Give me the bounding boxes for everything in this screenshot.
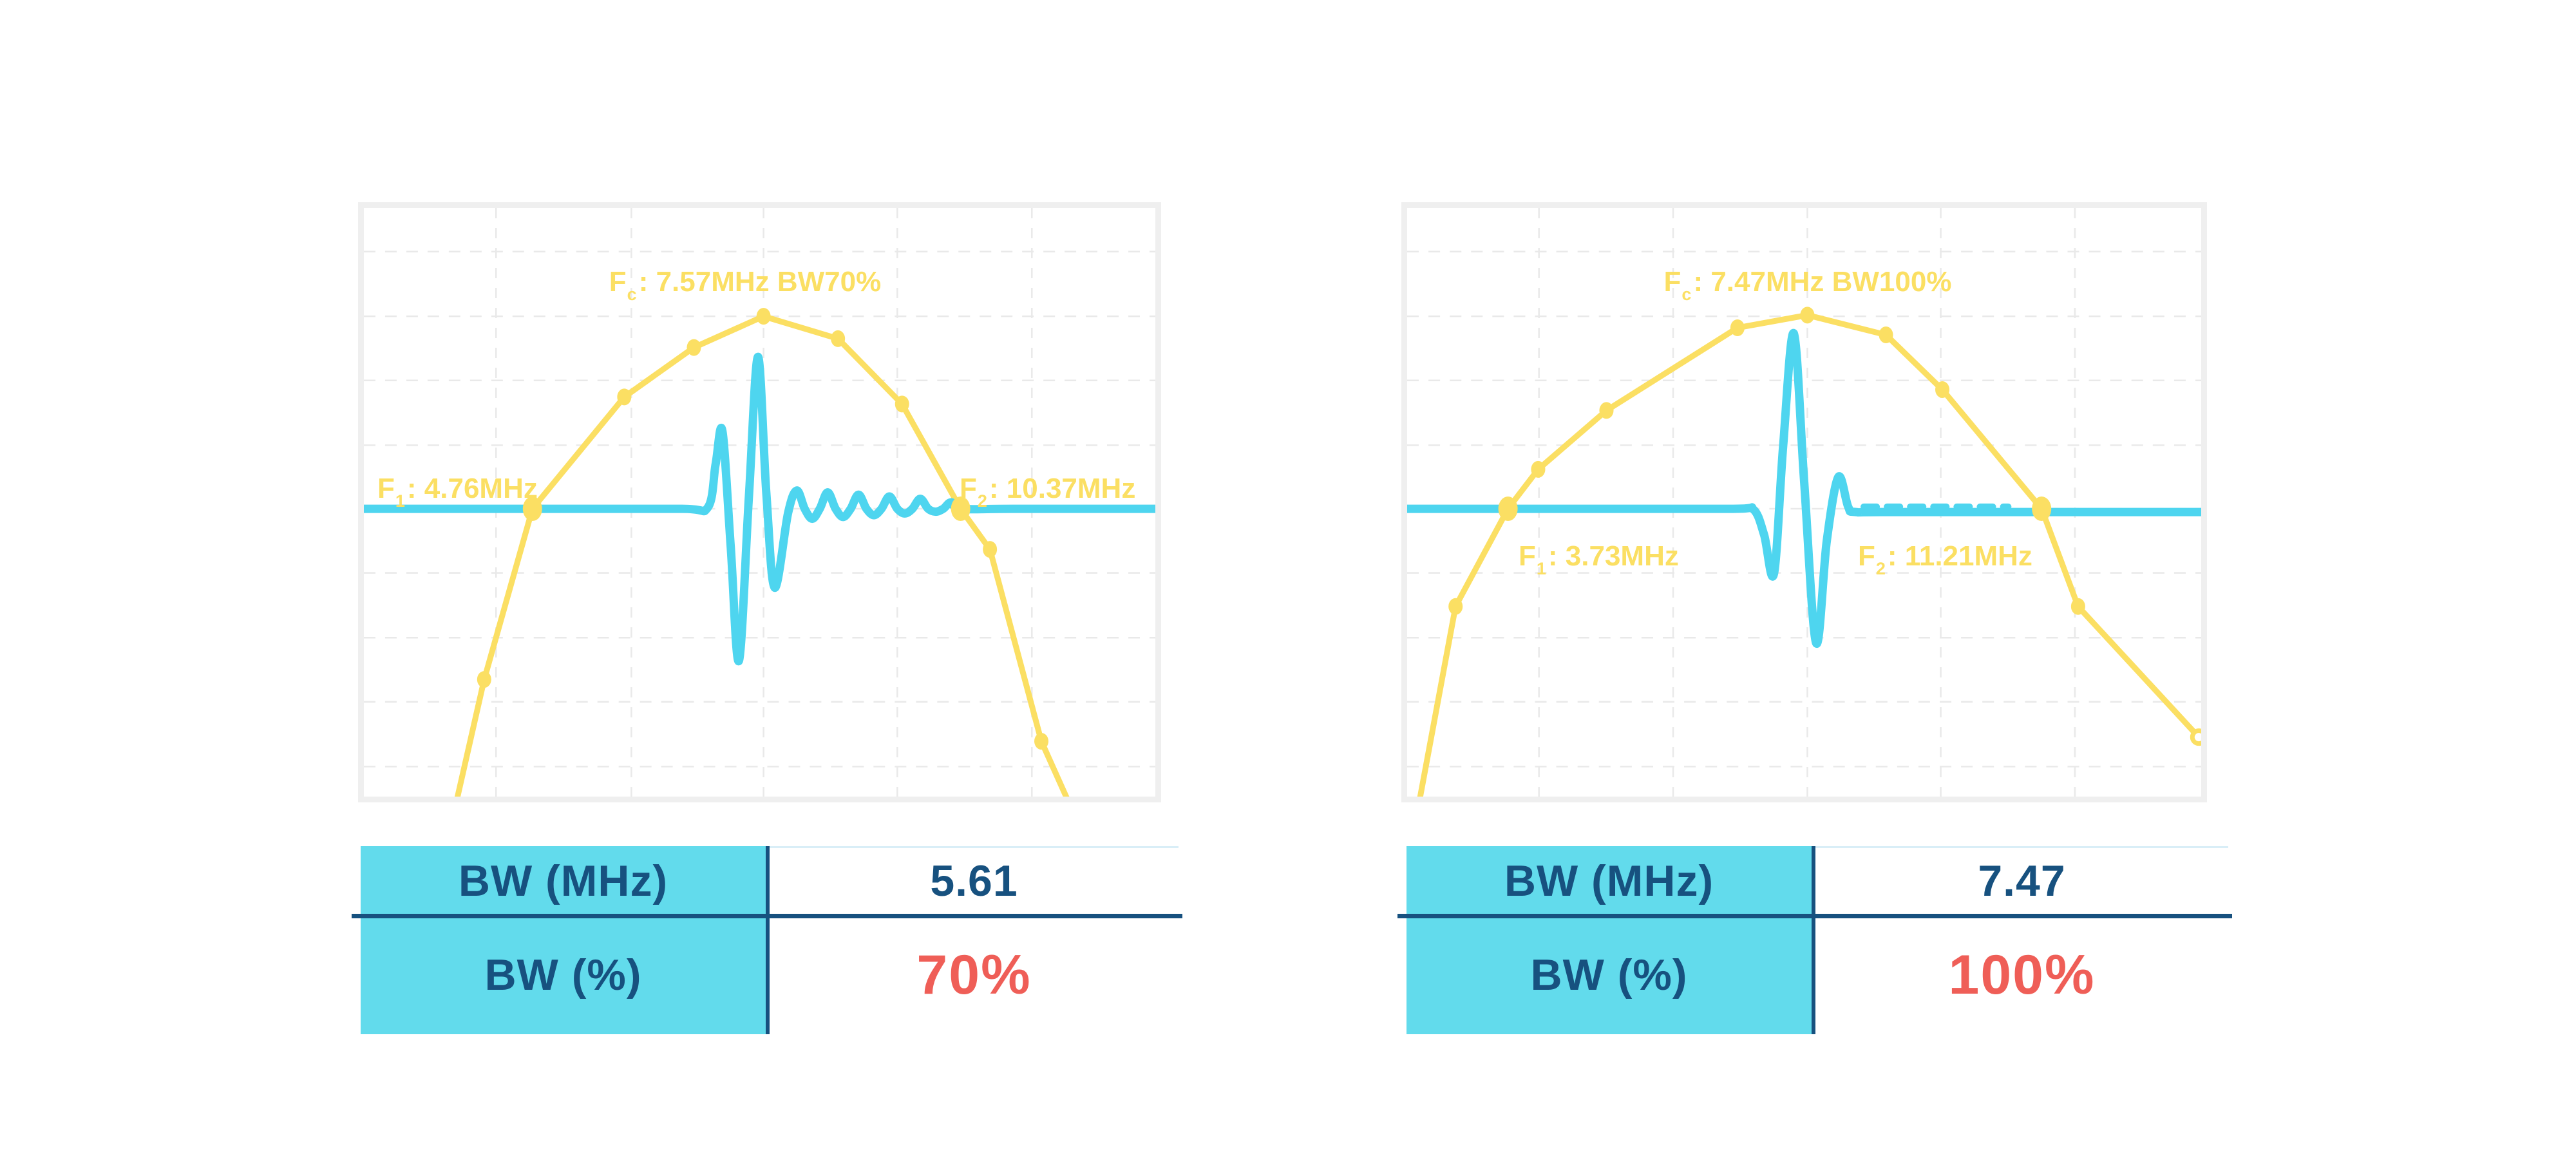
bandwidth-table-left: BW (MHz) BW (%) 5.61 70% [352,846,1182,1034]
bw-pct-value: 70% [916,943,1032,1006]
f1-subscript: 1 [1536,559,1546,578]
f2-symbol: F [960,473,977,504]
table-column-divider [1812,846,1815,1034]
fc-annotation: Fc: 7.47MHz BW100% [1663,265,1952,304]
table-row-label-pct: BW (%) [1406,916,1812,1034]
f2-value: : 11.21MHz [1887,540,2032,572]
f2-symbol: F [1858,540,1875,572]
table-top-rule [770,846,1179,848]
fc-subscript: c [1681,285,1692,304]
table-column-divider [766,846,770,1034]
f2-value: : 10.37MHz [989,473,1136,504]
table-value-column: 5.61 70% [770,846,1179,1034]
bw-mhz-label: BW (MHz) [458,856,668,905]
table-top-rule [1815,846,2228,848]
f2-annotation: F2: 11.21MHz [1858,539,2032,578]
table-row-value-mhz: 5.61 [770,846,1179,916]
spectrum-plot-left [364,208,1155,797]
table-row-value-pct: 70% [770,916,1179,1034]
fc-value: : 7.47MHz BW100% [1693,266,1952,298]
f1-value: : 4.76MHz [406,473,538,504]
spectrum-plot-right [1407,208,2201,797]
fc-subscript: c [627,285,637,304]
table-label-column: BW (MHz) BW (%) [1406,846,1812,1034]
table-row-label-pct: BW (%) [361,916,766,1034]
f2-subscript: 2 [1875,559,1886,578]
bw-pct-label: BW (%) [484,951,642,999]
table-label-column: BW (MHz) BW (%) [361,846,766,1034]
fc-value: : 7.57MHz BW70% [638,266,882,298]
fc-symbol: F [1663,266,1681,298]
table-value-column: 7.47 100% [1815,846,2228,1034]
f1-subscript: 1 [395,491,405,511]
table-row-divider [1397,914,2232,918]
f1-symbol: F [1519,540,1536,572]
fc-annotation: Fc: 7.57MHz BW70% [609,265,882,304]
table-row-divider [352,914,1182,918]
spectrum-panel-left: Fc: 7.57MHz BW70% F1: 4.76MHz F2: 10.37M… [358,202,1161,802]
f1-annotation: F1: 4.76MHz [377,471,538,511]
fc-symbol: F [609,266,627,298]
bw-pct-label: BW (%) [1530,951,1688,999]
f1-annotation: F1: 3.73MHz [1519,539,1679,578]
spectrum-panel-right: Fc: 7.47MHz BW100% F1: 3.73MHz F2: 11.21… [1401,202,2207,802]
table-row-value-mhz: 7.47 [1815,846,2228,916]
table-row-value-pct: 100% [1815,916,2228,1034]
table-row-label-mhz: BW (MHz) [1406,846,1812,916]
bw-mhz-value: 5.61 [930,856,1018,905]
bw-mhz-label: BW (MHz) [1504,856,1714,905]
f1-value: : 3.73MHz [1548,540,1679,572]
bandwidth-table-right: BW (MHz) BW (%) 7.47 100% [1397,846,2232,1034]
bw-pct-value: 100% [1948,943,2096,1006]
bw-mhz-value: 7.47 [1978,856,2066,905]
f1-symbol: F [377,473,395,504]
f2-subscript: 2 [977,491,987,511]
table-row-label-mhz: BW (MHz) [361,846,766,916]
f2-annotation: F2: 10.37MHz [960,471,1136,511]
